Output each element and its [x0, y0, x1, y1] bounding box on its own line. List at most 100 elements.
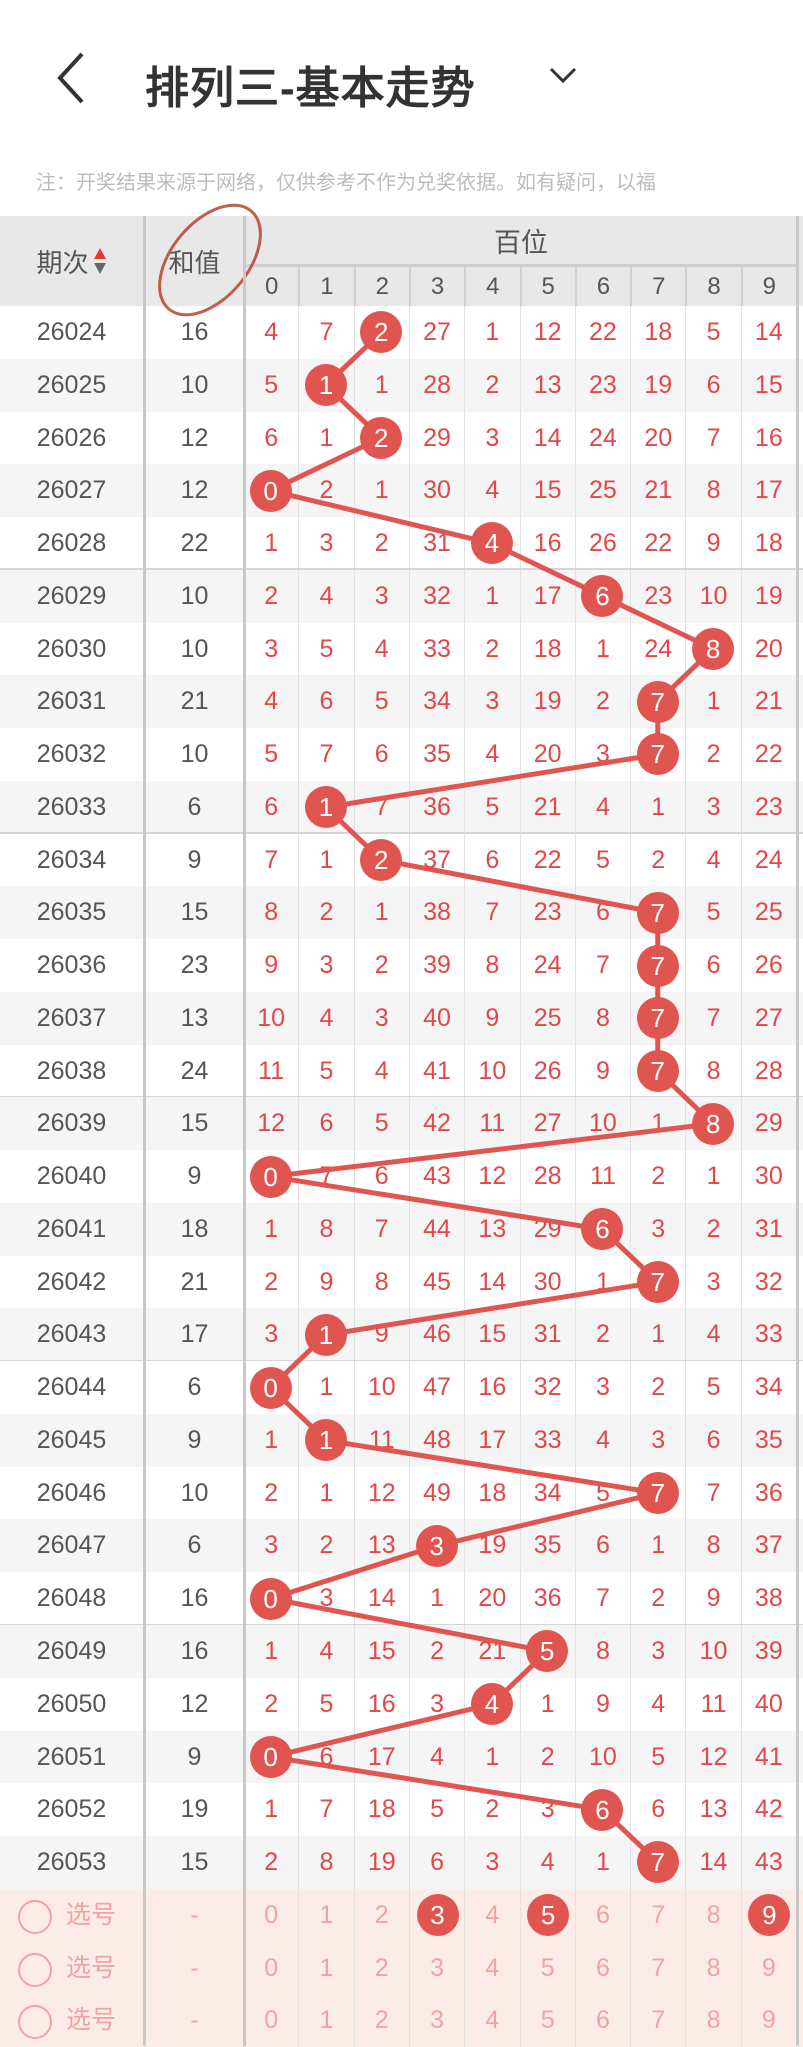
drawn-number-ball: 2: [360, 416, 403, 459]
drawn-number-ball: 2: [360, 311, 403, 354]
table-row: 26052 19 1 7 18 5 2 3 6 13 42: [0, 1783, 803, 1837]
miss-count-cell: 19: [464, 1519, 519, 1573]
miss-count-cell: 5: [298, 1677, 353, 1731]
period-cell: 26043: [36, 1320, 107, 1349]
selected-digit-ball[interactable]: 3: [416, 1893, 459, 1936]
select-radio[interactable]: [18, 1952, 52, 1987]
miss-count-cell: 4: [298, 1625, 353, 1678]
miss-count-cell: 6: [298, 1097, 353, 1151]
miss-count-cell: 2: [298, 1519, 353, 1573]
drawn-number-ball: 8: [692, 627, 735, 670]
pick-digit-7[interactable]: 7: [630, 1994, 685, 2047]
miss-count-cell: 22: [574, 306, 630, 359]
miss-count-cell: 3: [243, 1308, 298, 1362]
selected-digit-ball[interactable]: 9: [748, 1893, 791, 1936]
pick-digit-1[interactable]: 1: [298, 1888, 353, 1942]
pick-digit-0[interactable]: 0: [243, 1994, 298, 2047]
pick-digit-5[interactable]: 5: [519, 1941, 575, 1995]
table-row: 26050 12 2 5 16 3 1 9 4 11 40: [0, 1677, 803, 1731]
miss-count-cell: 9: [574, 1044, 630, 1098]
miss-count-cell: 5: [243, 358, 298, 412]
sum-cell: 6: [187, 792, 202, 821]
pick-digit-7[interactable]: 7: [630, 1941, 685, 1995]
miss-count-cell: 36: [740, 1466, 796, 1520]
miss-count-cell: 3: [298, 517, 353, 570]
miss-count-cell: 31: [519, 1308, 575, 1362]
table-row: 26053 15 2 8 19 6 3 4 1 14 43: [0, 1836, 803, 1889]
pick-digit-5[interactable]: 5: [519, 1888, 575, 1942]
pick-digit-0[interactable]: 0: [243, 1941, 298, 1995]
table-row: 26026 12 6 1 29 3 14 24 20 7 16: [0, 411, 803, 465]
miss-count-cell: 3: [298, 939, 353, 992]
back-button[interactable]: [52, 50, 92, 106]
miss-count-cell: 2: [243, 569, 298, 623]
drawn-number-ball: 7: [636, 944, 679, 987]
miss-count-cell: 11: [574, 1150, 630, 1203]
pick-digit-3[interactable]: 3: [408, 1941, 464, 1995]
sort-icon[interactable]: [93, 247, 107, 275]
pick-digit-8[interactable]: 8: [685, 1941, 740, 1995]
pick-digit-8[interactable]: 8: [685, 1888, 740, 1942]
pick-digit-9[interactable]: 9: [740, 1941, 796, 1995]
title-dropdown-button[interactable]: [548, 64, 578, 88]
miss-count-cell: 8: [464, 939, 519, 992]
pick-digit-6[interactable]: 6: [574, 1994, 630, 2047]
miss-count-cell: 17: [740, 464, 796, 518]
miss-count-cell: 37: [740, 1519, 796, 1573]
miss-count-cell: 38: [740, 1572, 796, 1625]
pick-digit-2[interactable]: 2: [353, 1888, 409, 1942]
miss-count-cell: 6: [353, 1150, 409, 1203]
pick-digit-6[interactable]: 6: [574, 1941, 630, 1995]
drawn-number-ball: 8: [692, 1102, 735, 1145]
miss-count-cell: 7: [353, 780, 409, 834]
miss-count-cell: 8: [298, 1202, 353, 1256]
pick-digit-1[interactable]: 1: [298, 1994, 353, 2047]
sum-cell: 9: [187, 1425, 202, 1454]
page-title[interactable]: 排列三-基本走势: [145, 64, 476, 113]
pick-digit-4[interactable]: 4: [464, 1941, 519, 1995]
period-cell: 26036: [36, 951, 107, 980]
miss-count-cell: 38: [408, 886, 464, 940]
miss-count-cell: 2: [464, 1783, 519, 1837]
digit-header-3: 3: [408, 267, 464, 306]
drawn-number-ball: 6: [581, 1788, 624, 1831]
miss-count-cell: 2: [243, 1466, 298, 1520]
miss-count-cell: 7: [464, 886, 519, 940]
miss-count-cell: 2: [630, 1361, 685, 1414]
miss-count-cell: 5: [574, 833, 630, 887]
miss-count-cell: 2: [353, 939, 409, 992]
pick-digit-3[interactable]: 3: [408, 1888, 464, 1942]
miss-count-cell: 14: [519, 411, 575, 465]
pick-digit-9[interactable]: 9: [740, 1994, 796, 2047]
miss-count-cell: 7: [298, 1150, 353, 1203]
pick-digit-0[interactable]: 0: [243, 1888, 298, 1942]
pick-digit-3[interactable]: 3: [408, 1994, 464, 2047]
miss-count-cell: 12: [353, 1466, 409, 1520]
sum-cell: 6: [187, 1373, 202, 1402]
pick-digit-4[interactable]: 4: [464, 1888, 519, 1942]
pick-digit-2[interactable]: 2: [353, 1941, 409, 1995]
miss-count-cell: 7: [574, 1572, 630, 1625]
period-column-header[interactable]: 期次: [0, 216, 143, 306]
pick-digit-1[interactable]: 1: [298, 1941, 353, 1995]
pick-digit-2[interactable]: 2: [353, 1994, 409, 2047]
period-cell: 26028: [36, 529, 107, 558]
pick-digit-4[interactable]: 4: [464, 1994, 519, 2047]
period-cell: 26029: [36, 581, 107, 610]
pick-digit-5[interactable]: 5: [519, 1994, 575, 2047]
select-radio[interactable]: [18, 2005, 52, 2040]
miss-count-cell: 28: [740, 1044, 796, 1098]
pick-digit-7[interactable]: 7: [630, 1888, 685, 1942]
period-cell: 26048: [36, 1584, 107, 1613]
period-cell: 26030: [36, 634, 107, 663]
pick-digit-6[interactable]: 6: [574, 1888, 630, 1942]
period-cell: 26051: [36, 1742, 107, 1771]
sum-cell: 10: [180, 1478, 209, 1507]
selected-digit-ball[interactable]: 5: [527, 1893, 570, 1936]
miss-count-cell: 24: [519, 939, 575, 992]
sum-cell: 16: [180, 1637, 209, 1665]
select-radio[interactable]: [18, 1899, 52, 1934]
pick-digit-9[interactable]: 9: [740, 1888, 796, 1942]
pick-digit-8[interactable]: 8: [685, 1994, 740, 2047]
table-row: 26029 10 2 4 3 32 1 17 23 10 19: [0, 569, 803, 623]
